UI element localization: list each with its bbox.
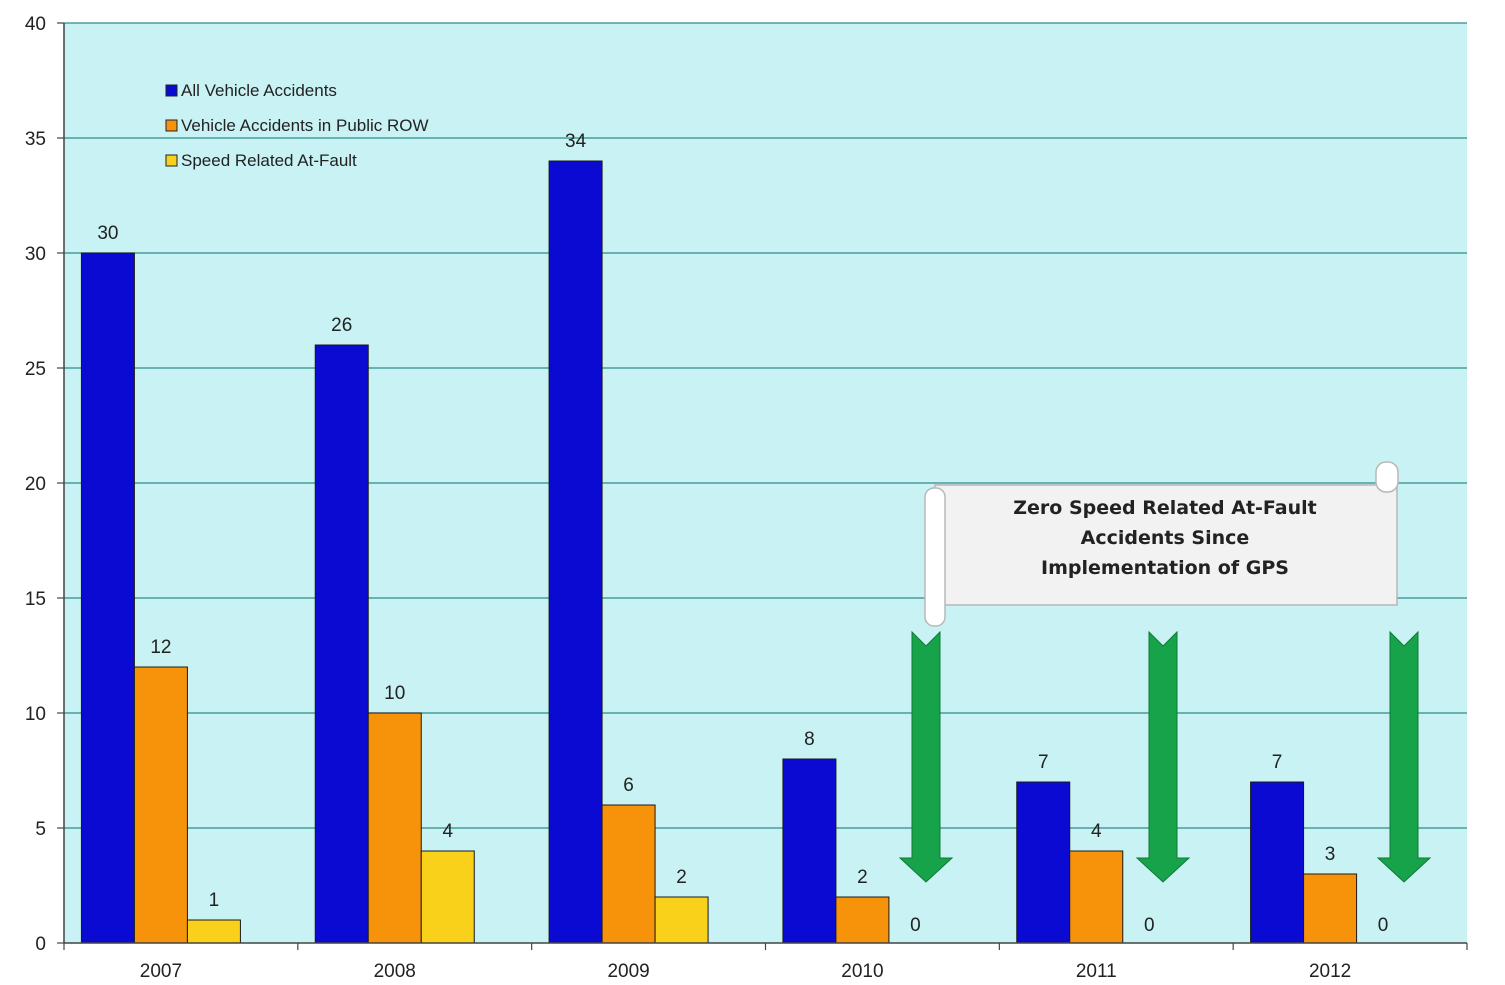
data-label: 0: [1144, 915, 1155, 936]
bar: [420, 850, 475, 944]
y-tick-label: 0: [35, 934, 46, 955]
down-arrow-icon: [1376, 630, 1432, 883]
bar: [367, 712, 422, 944]
data-label: 1: [209, 890, 220, 911]
legend-swatch: [165, 84, 178, 97]
data-label: 12: [150, 637, 171, 658]
data-label: 2: [857, 867, 868, 888]
y-tick-label: 15: [25, 589, 46, 610]
bar: [80, 252, 135, 944]
data-label: 3: [1325, 844, 1336, 865]
data-label: 8: [804, 729, 815, 750]
data-label: 4: [442, 821, 453, 842]
data-label: 26: [331, 315, 352, 336]
bar: [314, 344, 369, 944]
scroll-left-roll: [924, 487, 946, 627]
x-tick-label: 2007: [140, 961, 182, 980]
y-tick-label: 10: [25, 704, 46, 725]
data-label: 10: [384, 683, 405, 704]
bar: [1250, 781, 1305, 944]
down-arrow-icon: [1135, 630, 1191, 883]
legend: All Vehicle Accidents Vehicle Accidents i…: [165, 81, 429, 170]
bars-group: [80, 160, 1358, 944]
legend-label: Vehicle Accidents in Public ROW: [181, 116, 429, 135]
data-label: 0: [910, 915, 921, 936]
y-tick-label: 5: [35, 819, 46, 840]
bar: [1016, 781, 1071, 944]
gridlines: [64, 22, 1467, 829]
bar: [654, 896, 709, 944]
data-label: 30: [97, 223, 118, 244]
y-tick-label: 40: [25, 14, 46, 35]
bar: [548, 160, 603, 944]
down-arrow-icon: [898, 630, 954, 883]
bar: [835, 896, 890, 944]
callout-annotation: Zero Speed Related At-Fault Accidents Sin…: [898, 461, 1432, 883]
y-tick-label: 30: [25, 244, 46, 265]
data-label: 7: [1038, 752, 1049, 773]
x-tick-label: 2011: [1076, 961, 1117, 980]
legend-label: All Vehicle Accidents: [181, 81, 337, 100]
bar: [782, 758, 837, 944]
data-label: 7: [1272, 752, 1283, 773]
callout-text-line: Zero Speed Related At-Fault: [1013, 497, 1317, 519]
scroll-right-roll: [1375, 461, 1399, 493]
bar: [1069, 850, 1124, 944]
bar: [133, 666, 188, 944]
bar: [601, 804, 656, 944]
x-tick-label: 2009: [607, 961, 649, 980]
y-tick-label: 25: [25, 359, 46, 380]
data-label: 4: [1091, 821, 1102, 842]
legend-swatch: [165, 154, 178, 167]
bar: [186, 919, 241, 944]
x-tick-label: 2008: [374, 961, 416, 980]
bar: [1303, 873, 1358, 944]
legend-label: Speed Related At-Fault: [181, 151, 357, 170]
callout-text-line: Implementation of GPS: [1041, 557, 1289, 579]
x-tick-label: 2012: [1309, 961, 1351, 980]
y-tick-label: 20: [25, 474, 46, 495]
data-label: 0: [1378, 915, 1389, 936]
data-label: 34: [565, 131, 587, 152]
legend-swatch: [165, 119, 178, 132]
data-label: 6: [623, 775, 634, 796]
data-label: 2: [676, 867, 687, 888]
y-tick-label: 35: [25, 129, 46, 150]
x-tick-label: 2010: [841, 961, 883, 980]
callout-text-line: Accidents Since: [1081, 527, 1250, 549]
